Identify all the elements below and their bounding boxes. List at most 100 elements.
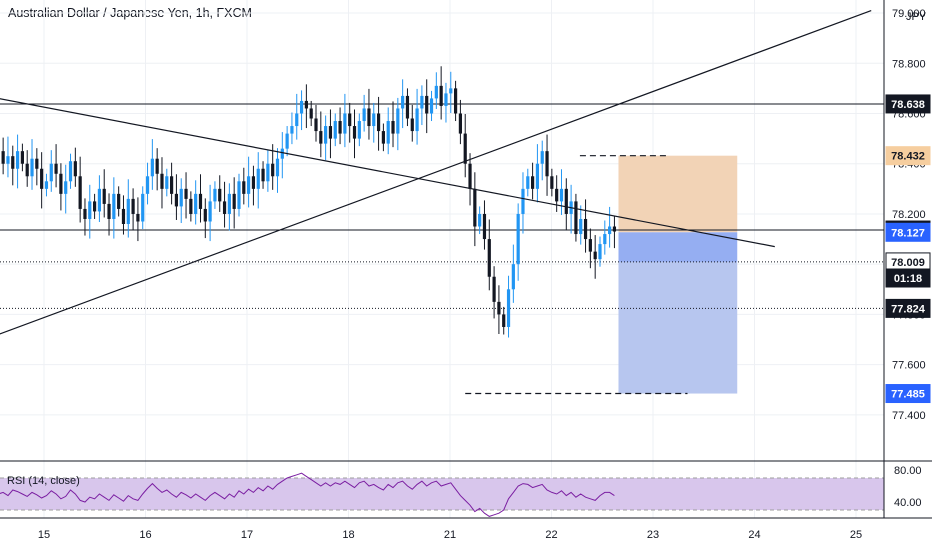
- candle-body: [136, 213, 140, 222]
- candle-body: [319, 131, 323, 144]
- candle-body: [410, 118, 414, 132]
- candle-body: [425, 95, 429, 114]
- candle-body: [444, 93, 448, 106]
- price-tag-box: [885, 146, 931, 166]
- rsi-band: [0, 478, 884, 510]
- candle-body: [555, 188, 559, 202]
- candle-body: [434, 85, 438, 99]
- price-tag-box: [885, 384, 931, 404]
- candle-body: [516, 213, 520, 265]
- candle-body: [338, 121, 342, 134]
- rsi-pane: RSI (14, close): [0, 460, 932, 517]
- candle-body: [372, 113, 376, 127]
- time-tick-label: 16: [139, 529, 151, 541]
- candle-body: [588, 239, 592, 252]
- candle-body: [564, 188, 568, 214]
- candle-body: [540, 151, 544, 164]
- candle-body: [343, 113, 347, 134]
- candle-body: [463, 133, 467, 164]
- candle-body: [174, 193, 179, 207]
- candle-body: [381, 131, 385, 144]
- candle-body: [256, 168, 260, 189]
- candle-body: [131, 198, 135, 214]
- candle-body: [429, 98, 434, 114]
- candle-body: [155, 158, 159, 174]
- candle-body: [20, 151, 24, 164]
- candle-body: [574, 201, 578, 235]
- candle-body: [583, 218, 588, 240]
- candle-body: [550, 176, 554, 189]
- price-tag-label: 77.824: [891, 303, 926, 315]
- candle-body: [391, 121, 395, 134]
- trendline: [0, 9, 872, 335]
- candle-body: [208, 201, 212, 222]
- price-tag-label: 78.127: [891, 227, 925, 239]
- price-tag-label: 78.432: [891, 151, 925, 163]
- candle-body: [352, 126, 357, 139]
- candle-body: [271, 163, 275, 177]
- candle-body: [68, 161, 73, 182]
- candle-body: [97, 188, 102, 212]
- candle-body: [478, 213, 482, 227]
- candle-body: [141, 193, 145, 222]
- candle-body: [218, 188, 222, 202]
- candle-body: [458, 113, 463, 134]
- price-tag-box: [885, 268, 931, 288]
- candle-body: [92, 201, 97, 212]
- candle-body: [184, 188, 188, 199]
- candle-body: [492, 276, 496, 302]
- candle-body: [160, 173, 164, 189]
- candle-body: [78, 176, 82, 209]
- price-tick-label: 77.400: [892, 410, 926, 422]
- currency-label: JPY: [906, 11, 927, 23]
- candle-body: [367, 108, 371, 127]
- candle-body: [415, 108, 419, 132]
- candle-body: [304, 100, 308, 109]
- price-tick-label: 78.800: [892, 58, 926, 70]
- position-zones[interactable]: [618, 155, 738, 394]
- dashed-levels[interactable]: [465, 155, 688, 395]
- time-tick-label: 24: [748, 529, 760, 541]
- price-tick-label: 78.200: [892, 209, 926, 221]
- stop-loss-zone-upper: [618, 232, 738, 262]
- price-tag-label: 78.009: [891, 257, 925, 269]
- rsi-tick-label: 80.00: [894, 465, 922, 477]
- price-tag-label: 01:18: [894, 273, 922, 285]
- price-tag-box: [885, 298, 931, 318]
- candle-body: [6, 156, 10, 164]
- candle-body: [526, 176, 530, 189]
- candle-body: [328, 126, 333, 139]
- candle-body: [295, 113, 299, 127]
- candle-body: [396, 108, 400, 134]
- candle-body: [468, 163, 472, 189]
- candle-body: [40, 168, 44, 189]
- time-tick-label: 21: [444, 529, 456, 541]
- candle-body: [237, 181, 241, 209]
- candle-body: [449, 88, 453, 94]
- candle-body: [117, 193, 121, 209]
- price-tag-box: [885, 94, 931, 114]
- candle-body: [126, 198, 130, 224]
- candle-body: [227, 193, 231, 214]
- candle-body: [242, 181, 246, 194]
- candle-body: [545, 151, 549, 177]
- candle-body: [593, 251, 597, 260]
- candle-body: [73, 161, 77, 177]
- candle-body: [232, 193, 236, 209]
- candle-body: [612, 226, 617, 232]
- trendlines[interactable]: [0, 9, 872, 335]
- candle-body: [251, 176, 256, 189]
- candle-body: [362, 108, 366, 122]
- candle-body: [247, 176, 251, 194]
- candle-body: [25, 163, 29, 177]
- candle-body: [386, 121, 390, 144]
- candle-body: [107, 203, 111, 219]
- candle-body: [299, 100, 304, 114]
- price-tag-box: [885, 222, 931, 242]
- candle-body: [608, 226, 612, 235]
- candle-body: [506, 289, 511, 327]
- candle-body: [357, 121, 361, 139]
- time-tick-label: 17: [241, 529, 253, 541]
- candle-body: [579, 218, 583, 235]
